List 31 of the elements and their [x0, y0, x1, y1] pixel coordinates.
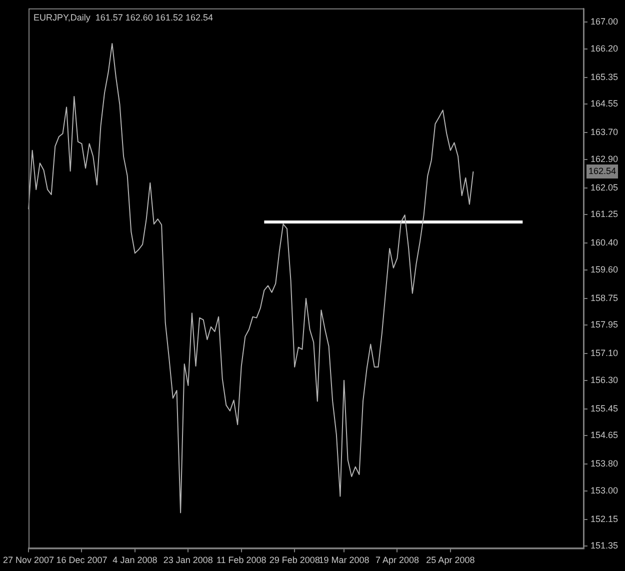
y-tick-label: 153.00 [590, 485, 618, 496]
x-tick-label: 7 Apr 2008 [375, 555, 419, 566]
y-tick-label: 164.55 [590, 98, 618, 109]
x-tick-label: 4 Jan 2008 [112, 555, 158, 566]
x-tick-label: 11 Feb 2008 [216, 555, 266, 566]
y-tick-label: 158.75 [590, 292, 618, 303]
y-tick-label: 166.20 [590, 43, 618, 54]
y-tick-label: 159.60 [590, 264, 618, 274]
y-tick-label: 155.45 [590, 403, 618, 414]
y-tick-label: 151.35 [590, 540, 618, 551]
y-tick-label: 163.70 [590, 127, 618, 138]
x-tick-label: 19 Mar 2008 [318, 555, 370, 566]
y-tick-label: 160.40 [590, 238, 618, 248]
x-tick-label: 27 Nov 2007 [2, 555, 54, 566]
y-tick-label: 161.25 [590, 209, 618, 220]
y-tick-label: 162.90 [590, 154, 618, 164]
x-tick-label: 29 Feb 2008 [269, 555, 320, 566]
y-tick-label: 153.80 [590, 458, 618, 469]
y-tick-label: 154.65 [590, 430, 618, 440]
y-tick-label: 165.35 [590, 72, 618, 82]
y-tick-label: 157.95 [590, 320, 618, 330]
annotation: 162.54 [588, 166, 616, 176]
y-tick-label: 152.15 [590, 514, 618, 524]
y-tick-label: 162.05 [590, 182, 618, 192]
text: EURJPY,Daily 161.57 162.60 161.52 162.54 [34, 12, 213, 22]
x-tick-label: 23 Jan 2008 [163, 555, 213, 566]
y-tick-label: 156.30 [590, 374, 618, 385]
x-tick-label: 16 Dec 2007 [56, 555, 108, 566]
y-tick-label: 167.00 [590, 16, 618, 27]
y-tick-label: 157.10 [590, 348, 618, 358]
x-tick-label: 25 Apr 2008 [426, 555, 475, 566]
